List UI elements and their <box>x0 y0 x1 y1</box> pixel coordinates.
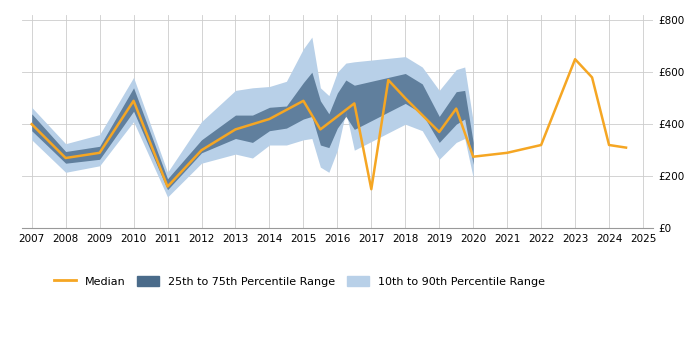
Legend: Median, 25th to 75th Percentile Range, 10th to 90th Percentile Range: Median, 25th to 75th Percentile Range, 1… <box>54 276 545 287</box>
